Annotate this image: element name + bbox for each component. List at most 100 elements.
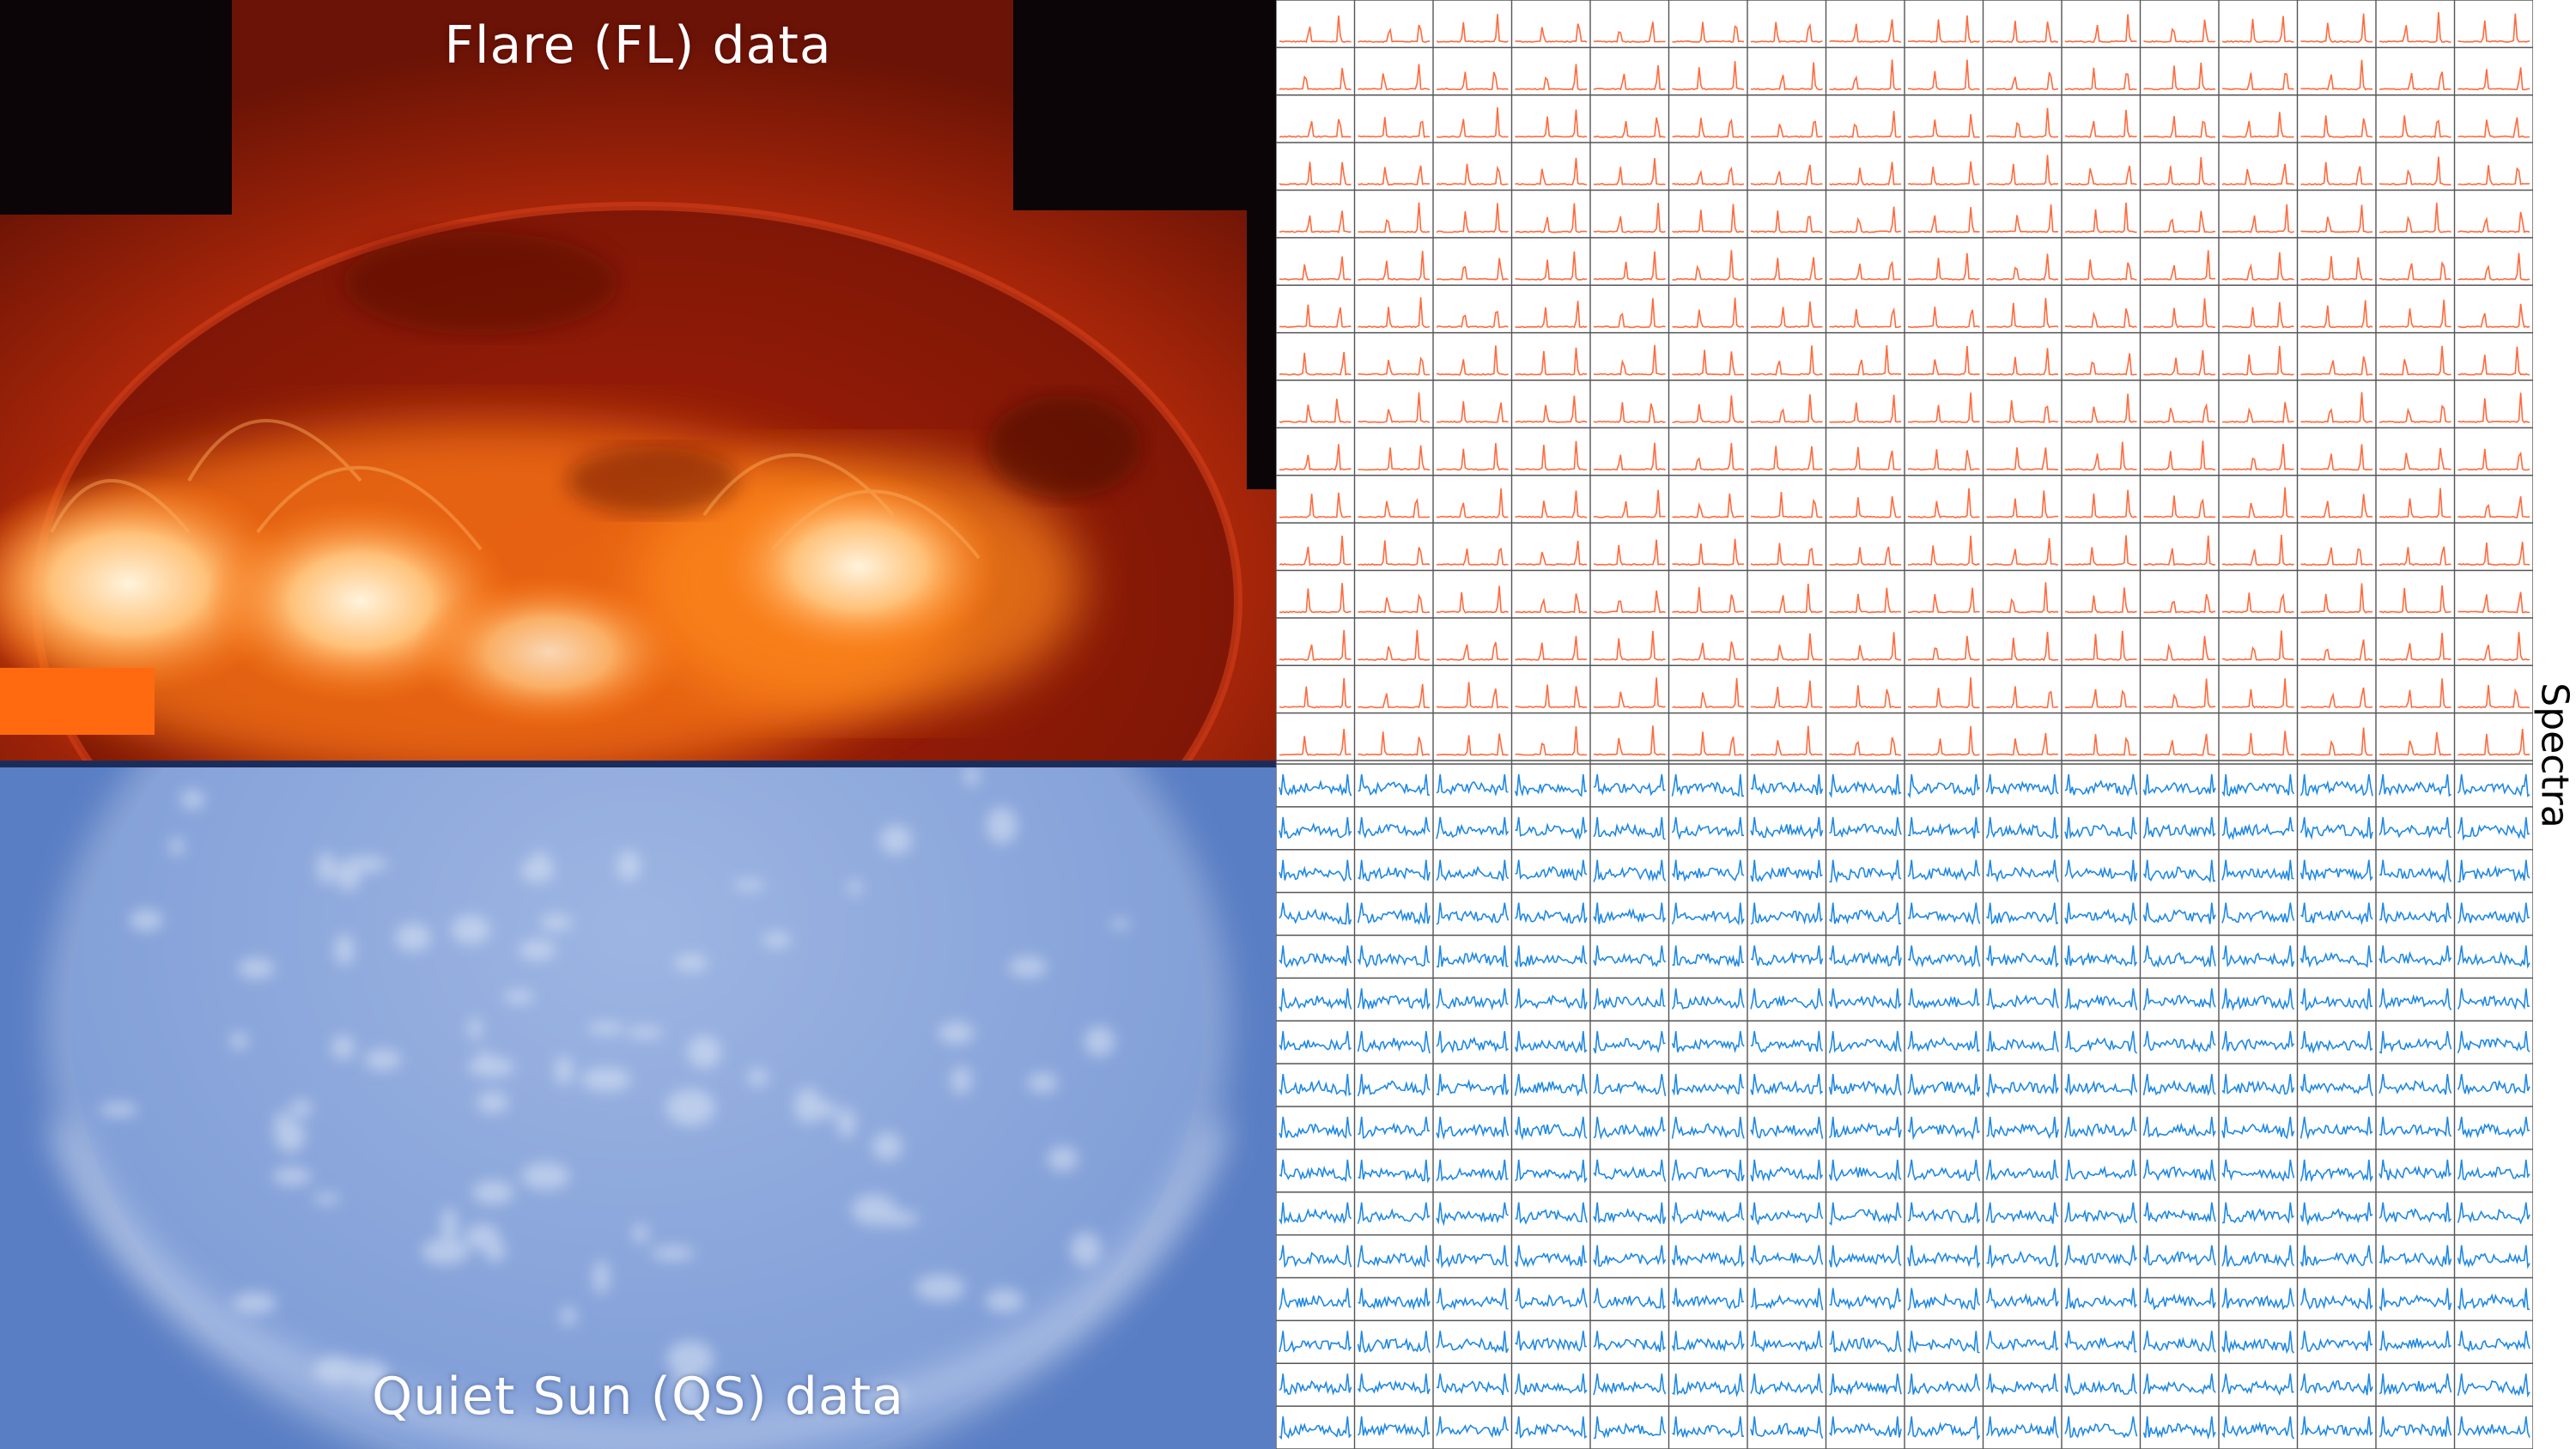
qs-spectrum-thumbnail (2457, 1031, 2530, 1054)
qs-bright-spot (313, 1192, 340, 1204)
flare-spectrum-thumbnail (1594, 539, 1666, 567)
spectra-axis-label: Spectra (2533, 670, 2576, 841)
flare-spectrum-thumbnail (1829, 345, 1902, 376)
flare-spectrum-thumbnail (2300, 300, 2373, 329)
flare-spectrum-thumbnail (1672, 297, 1745, 329)
flare-spectrum-thumbnail (1358, 683, 1431, 709)
flare-spectrum-thumbnail (1593, 442, 1666, 471)
qs-spectrum-thumbnail (1907, 945, 1981, 968)
qs-spectrum-thumbnail (1593, 945, 1667, 967)
flare-spectrum-thumbnail (1907, 306, 1980, 329)
flare-spectrum-thumbnail (1436, 203, 1509, 233)
flare-spectrum-thumbnail (1986, 732, 2059, 756)
qs-bright-spot (467, 1057, 515, 1077)
qs-spectrum-thumbnail (1279, 1288, 1352, 1310)
qs-spectrum-thumbnail (1515, 1416, 1588, 1440)
flare-spectrum-thumbnail (2458, 13, 2530, 43)
flare-spectrum-thumbnail (1750, 345, 1823, 376)
qs-spectrum-thumbnail (1514, 1159, 1588, 1184)
qs-spectrum-thumbnail (1357, 1031, 1431, 1054)
qs-spectrum-thumbnail (2221, 859, 2294, 881)
flare-spectrum-thumbnail (1593, 344, 1666, 376)
flare-spectrum-thumbnail (2143, 495, 2216, 518)
flare-spectrum-thumbnail (1515, 157, 1588, 186)
qs-spectrum-thumbnail (1357, 945, 1431, 968)
flare-spectrum-thumbnail (1672, 538, 1745, 567)
flare-spectrum-thumbnail (1358, 497, 1430, 518)
qs-spectrum-thumbnail (1672, 945, 1744, 967)
qs-spectrum-thumbnail (2300, 1373, 2373, 1396)
flare-spectrum-thumbnail (2379, 488, 2451, 518)
flare-spectrum-thumbnail (1750, 446, 1823, 471)
flare-spectrum-thumbnail (1358, 64, 1431, 91)
qs-spectrum-thumbnail (1750, 1373, 1824, 1396)
qs-spectrum-thumbnail (2300, 816, 2373, 840)
flare-spectrum-thumbnail (1986, 686, 2059, 709)
qs-spectrum-thumbnail (2221, 1416, 2295, 1440)
flare-spectrum-thumbnail (2064, 110, 2137, 138)
qs-spectrum-thumbnail (1907, 1288, 1981, 1311)
qs-spectrum-thumbnail (2064, 1331, 2137, 1353)
flare-spectrum-thumbnail (1829, 19, 1902, 43)
flare-spectrum-thumbnail (2458, 117, 2530, 138)
flare-spectrum-thumbnail (2143, 156, 2216, 186)
flare-spectrum-thumbnail (1358, 297, 1431, 329)
qs-spectrum-thumbnail (1985, 1202, 2059, 1224)
qs-spectrum-thumbnail (1907, 1031, 1980, 1052)
qs-spectrum-thumbnail (2379, 1288, 2452, 1312)
flare-spectrum-thumbnail (1829, 206, 1902, 233)
qs-spectrum-thumbnail (1828, 902, 1902, 925)
flare-spectrum-thumbnail (1750, 210, 1823, 233)
flare-spectrum-thumbnail (2064, 489, 2137, 518)
flare-spectrum-thumbnail (1907, 346, 1980, 376)
qs-spectrum-thumbnail (1750, 859, 1823, 882)
flare-spectrum-thumbnail (1986, 21, 2059, 43)
flare-spectrum-thumbnail (1907, 207, 1980, 233)
flare-spectrum-thumbnail (2300, 444, 2373, 471)
flare-spectrum-thumbnail (1279, 256, 1352, 281)
qs-spectrum-thumbnail (2458, 1331, 2530, 1353)
flare-spectrum-thumbnail (2458, 67, 2530, 91)
qs-spectrum-thumbnail (1750, 1288, 1824, 1311)
flare-spectrum-thumbnail (1515, 23, 1588, 43)
qs-spectrum-thumbnail (1279, 1331, 1352, 1354)
qs-spectrum-thumbnail (1279, 1116, 1352, 1139)
flare-spectrum-thumbnail (1358, 731, 1431, 756)
qs-spectrum-thumbnail (2064, 1031, 2138, 1054)
qs-bright-spot (938, 1022, 975, 1045)
qs-spectrum-thumbnail (2142, 988, 2216, 1011)
qs-bright-spot (872, 1131, 902, 1161)
flare-spectrum-thumbnail (1672, 21, 1745, 43)
flare-spectrum-thumbnail (1358, 392, 1431, 423)
flare-spectrum-thumbnail (1279, 492, 1352, 518)
flare-spectrum-thumbnail (2379, 732, 2451, 756)
qs-spectrum-thumbnail (1358, 773, 1430, 796)
qs-bright-spot (632, 1223, 649, 1244)
qs-spectrum-thumbnail (2142, 1373, 2216, 1395)
flare-spectrum-thumbnail (1986, 72, 2059, 91)
flare-spectrum-thumbnail (1436, 163, 1509, 186)
flare-spectrum-thumbnail (1672, 731, 1745, 756)
qs-spectrum-thumbnail (1986, 1116, 2059, 1139)
qs-spectrum-thumbnail (1985, 945, 2059, 968)
flare-spectrum-thumbnail (2300, 356, 2373, 376)
qs-spectrum-thumbnail (1279, 1073, 1352, 1097)
qs-bright-spot (331, 1034, 355, 1060)
flare-spectrum-thumbnail (1593, 298, 1666, 329)
qs-spectrum-thumbnail (1750, 1202, 1824, 1226)
flare-spectrum-thumbnail (1593, 251, 1666, 281)
flare-spectrum-thumbnail (2143, 403, 2216, 424)
spectra-label-text: Spectra (2532, 682, 2576, 828)
qs-spectrum-thumbnail (2064, 1073, 2138, 1096)
qs-spectrum-thumbnail (1436, 773, 1509, 797)
flare-spectrum-thumbnail (1515, 347, 1588, 376)
qs-spectrum-thumbnail (1279, 816, 1352, 840)
flare-spectrum-thumbnail (1907, 536, 1980, 567)
flare-spectrum-thumbnail (2379, 115, 2451, 139)
qs-spectrum-thumbnail (2379, 988, 2452, 1010)
flare-spectrum-thumbnail (2143, 593, 2215, 614)
flare-spectrum-thumbnail (2221, 112, 2294, 138)
qs-spectrum-thumbnail (2221, 1031, 2295, 1052)
qs-spectrum-thumbnail (2221, 1288, 2295, 1311)
qs-spectrum-thumbnail (1750, 1416, 1824, 1439)
